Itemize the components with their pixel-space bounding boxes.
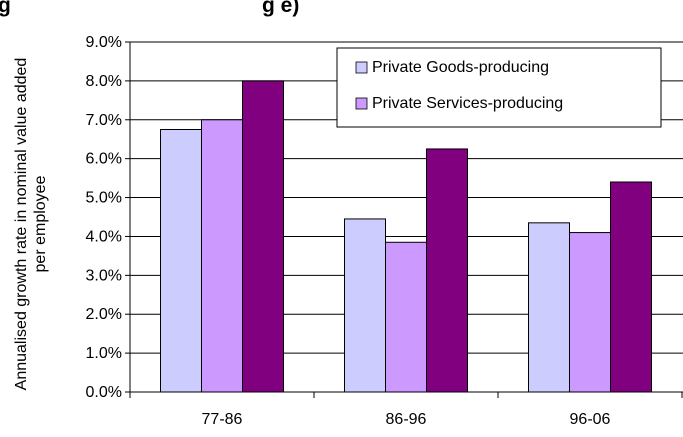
y-tick-label: 2.0% <box>86 306 122 323</box>
legend-label-services: Private Services-producing <box>372 95 563 112</box>
y-axis-label: Annualised growth rate in nominal value … <box>13 58 49 391</box>
x-tick-label: 77-86 <box>202 411 243 428</box>
y-tick-label: 9.0% <box>86 34 122 51</box>
y-tick-label: 0.0% <box>86 384 122 401</box>
y-tick-label: 3.0% <box>86 267 122 284</box>
legend-label-goods: Private Goods-producing <box>372 59 549 76</box>
bar-77-86-series-2 <box>201 119 243 393</box>
y-tick-label: 4.0% <box>86 228 122 245</box>
y-tick-label: 5.0% <box>86 190 122 207</box>
y-axis-label-line-2: per employee <box>32 175 49 272</box>
legend-box <box>336 47 662 128</box>
x-tick-label: 96-06 <box>570 411 611 428</box>
y-axis-label-line-1: Annualised growth rate in nominal value … <box>13 58 30 391</box>
y-tick-label: 1.0% <box>86 345 122 362</box>
y-tick-label: 6.0% <box>86 151 122 168</box>
y-tick-labels: 0.0% 1.0% 2.0% 3.0% 4.0% 5.0% 6.0% 7.0% 8.0% 9.0% <box>86 34 122 401</box>
bar-77-86-series-1 <box>160 129 202 393</box>
bar-77-86-series-3 <box>242 80 284 393</box>
y-tick-label: 8.0% <box>86 73 122 90</box>
legend-swatch-services <box>355 97 368 110</box>
bar-96-06-series-3 <box>610 181 652 393</box>
bar-96-06-series-1 <box>528 222 570 393</box>
title-fragment-left: g <box>0 0 11 17</box>
title-fragment-right: g e) <box>262 0 299 17</box>
bar-86-96-series-2 <box>385 241 427 393</box>
y-tick-label: 7.0% <box>86 112 122 129</box>
legend: Private Goods-producing Private Services… <box>336 47 662 128</box>
x-tick-labels: 77-86 86-96 96-06 <box>202 411 611 428</box>
bar-86-96-series-3 <box>426 148 468 393</box>
x-tick-label: 86-96 <box>386 411 427 428</box>
bars <box>160 80 652 393</box>
bar-96-06-series-2 <box>569 232 611 393</box>
bar-86-96-series-1 <box>344 218 386 393</box>
legend-swatch-goods <box>355 61 368 74</box>
